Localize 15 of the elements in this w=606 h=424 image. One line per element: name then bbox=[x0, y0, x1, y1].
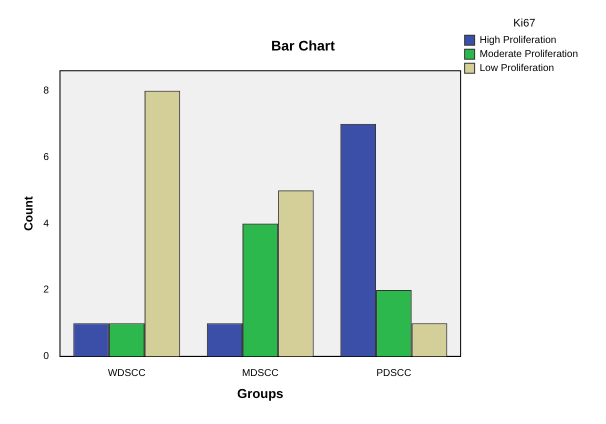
y-tick-label: 0 bbox=[43, 351, 50, 362]
legend-title: Ki67 bbox=[513, 18, 536, 30]
x-tick-label: PDSCC bbox=[376, 368, 412, 380]
legend-label: Moderate Proliferation bbox=[480, 48, 578, 60]
x-tick-label: MDSCC bbox=[242, 368, 279, 380]
x-tick-label: WDSCC bbox=[108, 368, 146, 380]
y-axis-title: Count bbox=[22, 196, 36, 231]
y-tick-label: 8 bbox=[43, 85, 50, 96]
chart-title: Bar Chart bbox=[271, 37, 336, 54]
legend-label: Low Proliferation bbox=[480, 62, 554, 74]
y-tick-label: 4 bbox=[43, 218, 50, 230]
legend-label: High Proliferation bbox=[480, 34, 556, 46]
y-tick-label: 2 bbox=[43, 284, 50, 296]
y-tick-label: 6 bbox=[43, 152, 50, 163]
x-axis-title: Groups bbox=[237, 386, 284, 401]
